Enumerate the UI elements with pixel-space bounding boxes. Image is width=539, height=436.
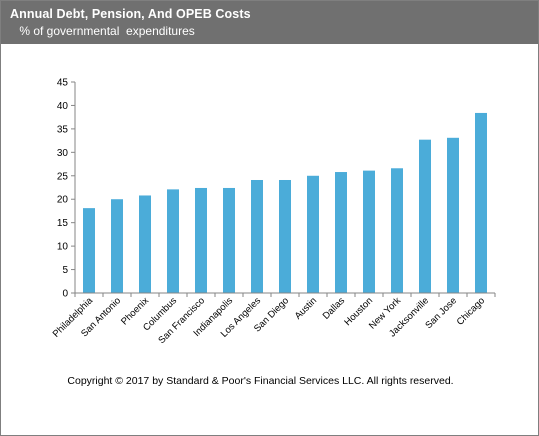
y-tick-label: 45 <box>57 78 69 89</box>
bar <box>307 175 319 293</box>
bar <box>419 139 431 293</box>
bar <box>111 199 123 293</box>
bar <box>83 208 95 293</box>
bar <box>279 179 291 293</box>
y-tick-label: 25 <box>57 171 69 182</box>
y-tick-label: 10 <box>57 242 69 253</box>
bar <box>167 189 179 293</box>
y-tick-label: 40 <box>57 101 69 112</box>
x-tick-label: Austin <box>293 295 319 321</box>
y-tick-label: 0 <box>62 289 68 300</box>
bar <box>251 179 263 293</box>
bar <box>195 187 207 293</box>
y-tick-label: 35 <box>57 124 69 135</box>
y-tick-label: 30 <box>57 148 69 159</box>
y-tick-label: 15 <box>57 218 69 229</box>
x-tick-label: Chicago <box>455 295 487 327</box>
bar <box>363 170 375 293</box>
chart-header: Annual Debt, Pension, And OPEB Costs % o… <box>1 1 538 44</box>
chart-title: Annual Debt, Pension, And OPEB Costs <box>10 7 251 21</box>
y-tick-label: 5 <box>62 265 68 276</box>
bar <box>447 137 459 293</box>
bar <box>223 187 235 293</box>
copyright-notice: Copyright © 2017 by Standard & Poor's Fi… <box>67 375 454 387</box>
bar <box>139 195 151 293</box>
bar <box>391 168 403 293</box>
chart-subtitle: % of governmental expenditures <box>16 24 195 38</box>
y-axis: 0 5 10 15 20 25 30 35 40 45 <box>57 78 76 300</box>
bar <box>475 112 487 294</box>
bar <box>335 172 347 293</box>
y-tick-label: 20 <box>57 195 69 206</box>
bars <box>83 112 487 294</box>
x-tick-label: Dallas <box>321 295 348 322</box>
